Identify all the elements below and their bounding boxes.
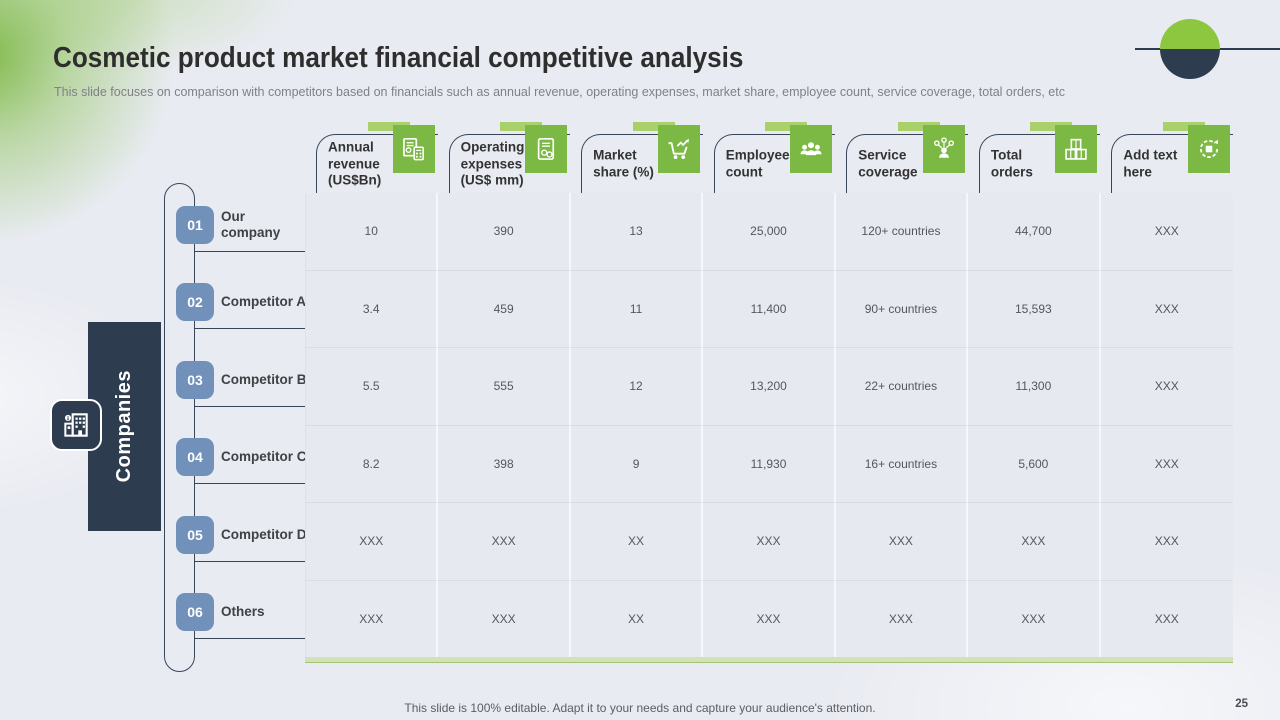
row-number-badge-01: 01 — [176, 205, 214, 244]
column-header-label: Annual revenue (US$Bn) — [328, 139, 382, 188]
invoice-calculator-icon — [392, 125, 435, 173]
table-grid: 10 390 13 25,000 120+ countries 44,700 XXX 3.4 4… — [305, 193, 1233, 658]
table-cell-r5-c3: XX — [570, 503, 704, 581]
column-header-label: Employee count — [725, 147, 790, 180]
table-cell-r1-c4: 25,000 — [703, 193, 836, 271]
column-header-2: Operating expenses (US$ mm) — [448, 122, 571, 193]
footer-note: This slide is 100% editable. Adapt it to… — [404, 701, 876, 715]
table-cell-r6-c3: XX — [570, 580, 704, 658]
table-cell-r5-c6: XXX — [968, 503, 1101, 581]
header-accent-tab — [897, 122, 940, 131]
column-header-4: Employee count — [713, 122, 836, 193]
row-number-badge-06: 06 — [176, 593, 214, 631]
column-header-1: Annual revenue (US$Bn) — [316, 122, 438, 193]
table-cell-r1-c2: 390 — [438, 193, 571, 271]
person-network-icon — [922, 125, 965, 173]
cart-growth-icon — [657, 125, 700, 173]
row-number-badge-02: 02 — [176, 283, 214, 321]
column-header-label: Total orders — [990, 147, 1033, 180]
table-cell-r3-c4: 13,200 — [703, 348, 836, 426]
table-bottom-accent — [305, 657, 1233, 663]
table-cell-r6-c5: XXX — [835, 580, 969, 658]
table-cell-r1-c7: XXX — [1100, 193, 1233, 271]
page-number: 25 — [1235, 698, 1248, 710]
column-header-label: Service coverage — [858, 147, 918, 180]
column-header-label: Operating expenses (US$ mm) — [460, 139, 525, 188]
table-cell-r5-c4: XXX — [703, 503, 836, 581]
refresh-target-icon — [1187, 125, 1230, 173]
column-header-7: Add text here — [1111, 122, 1233, 193]
table-cell-r2-c7: XXX — [1100, 270, 1233, 348]
companies-rail-outline — [164, 183, 195, 672]
column-header-5: Service coverage — [846, 122, 968, 193]
row-connector-line — [195, 250, 336, 252]
companies-label: Companies — [113, 370, 135, 483]
table-cell-r6-c4: XXX — [703, 580, 836, 658]
row-number-badge-03: 03 — [176, 360, 214, 399]
table-cell-r1-c6: 44,700 — [968, 193, 1101, 271]
decor-half-circle — [1160, 19, 1220, 79]
header-accent-tab — [367, 122, 410, 131]
header-accent-tab — [765, 122, 808, 131]
table-cell-r2-c3: 11 — [570, 270, 704, 348]
table-cell-r6-c1: XXX — [306, 580, 439, 658]
table-cell-r4-c5: 16+ countries — [835, 425, 969, 503]
column-header-6: Total orders — [978, 122, 1101, 193]
table-cell-r2-c4: 11,400 — [703, 270, 836, 348]
company-name-label: Others — [221, 604, 265, 619]
table-cell-r5-c5: XXX — [835, 503, 969, 581]
table-cell-r3-c2: 555 — [438, 348, 571, 426]
expense-document-icon — [525, 125, 568, 173]
table-cell-r5-c2: XXX — [438, 503, 571, 581]
header-accent-tab — [632, 122, 675, 131]
table-cell-r4-c4: 11,930 — [703, 425, 836, 503]
row-number-badge-04: 04 — [176, 438, 214, 476]
header-accent-tab — [1030, 122, 1073, 131]
company-name-label: Competitor A — [221, 294, 306, 309]
row-connector-line — [195, 405, 336, 407]
table-cell-r4-c3: 9 — [570, 425, 704, 503]
header-accent-tab — [1162, 122, 1205, 131]
table-cell-r6-c2: XXX — [438, 580, 571, 658]
table-cell-r2-c2: 459 — [438, 270, 571, 348]
company-name-label: Competitor C — [221, 449, 307, 464]
page-title: Cosmetic product market financial compet… — [53, 42, 744, 74]
table-cell-r2-c6: 15,593 — [968, 270, 1101, 348]
row-connector-line — [195, 328, 336, 330]
company-name-label: Competitor B — [221, 371, 307, 387]
header-accent-tab — [500, 122, 543, 131]
table-cell-r3-c6: 11,300 — [968, 348, 1101, 426]
table-cell-r5-c1: XXX — [306, 503, 439, 581]
column-header-label: Market share (%) — [593, 147, 654, 180]
table-cell-r2-c5: 90+ countries — [835, 270, 969, 348]
table-cell-r4-c7: XXX — [1100, 425, 1233, 503]
page-subtitle: This slide focuses on comparison with co… — [54, 85, 1065, 99]
row-number-badge-05: 05 — [176, 515, 214, 554]
column-header-label: Add text here — [1123, 147, 1178, 180]
employees-icon — [790, 125, 833, 173]
table-cell-r4-c2: 398 — [438, 425, 571, 503]
table-cell-r1-c3: 13 — [570, 193, 704, 271]
orders-boxes-icon — [1055, 125, 1098, 173]
column-header-3: Market share (%) — [581, 122, 703, 193]
table-cell-r3-c1: 5.5 — [306, 348, 439, 426]
row-connector-line — [195, 483, 336, 485]
table-cell-r6-c7: XXX — [1100, 580, 1233, 658]
row-connector-line — [195, 560, 336, 562]
company-name-label: Competitor D — [221, 526, 307, 542]
table-cell-r3-c5: 22+ countries — [835, 348, 969, 426]
row-connector-line — [195, 638, 336, 640]
company-name-label: Our company — [221, 208, 281, 240]
table-cell-r1-c5: 120+ countries — [835, 193, 969, 271]
table-cell-r5-c7: XXX — [1100, 503, 1233, 581]
table-cell-r2-c1: 3.4 — [306, 270, 439, 348]
table-cell-r6-c6: XXX — [968, 580, 1101, 658]
table-cell-r1-c1: 10 — [306, 193, 439, 271]
table-cell-r4-c1: 8.2 — [306, 425, 439, 503]
table-cell-r3-c3: 12 — [570, 348, 704, 426]
table-cell-r4-c6: 5,600 — [968, 425, 1101, 503]
building-icon — [50, 399, 102, 451]
table-cell-r3-c7: XXX — [1100, 348, 1233, 426]
